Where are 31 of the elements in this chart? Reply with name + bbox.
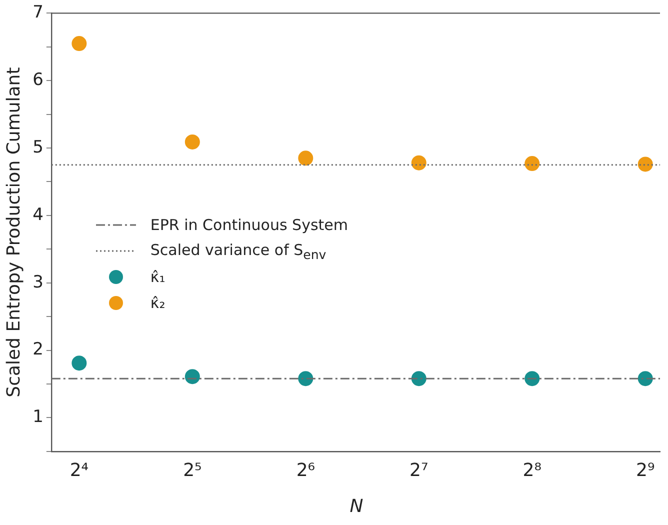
point — [72, 356, 87, 371]
point — [411, 371, 426, 386]
point — [72, 36, 87, 52]
point — [524, 371, 540, 386]
legend-label: κ̂₂ — [150, 294, 166, 312]
point — [184, 134, 200, 150]
y-tick-label: 1 — [32, 407, 44, 428]
x-tick-label: 2⁹ — [636, 460, 655, 481]
legend-label: EPR in Continuous System — [150, 216, 348, 234]
legend-label: κ̂₁ — [150, 268, 166, 286]
point — [524, 156, 540, 172]
point — [411, 155, 426, 170]
x-tick-label: 2⁸ — [522, 460, 542, 481]
x-tick-label: 2⁵ — [183, 460, 202, 481]
y-tick-label: 4 — [32, 204, 44, 225]
y-tick-label: 5 — [32, 137, 44, 158]
y-tick-label: 2 — [32, 340, 44, 360]
y-tick-label: 3 — [32, 272, 44, 292]
point — [638, 156, 653, 172]
point — [298, 150, 314, 166]
legend-label: Scaled variance of S$_{env}$ — [150, 240, 326, 262]
x-tick-label: 2⁶ — [296, 460, 315, 481]
x-tick-label: 2⁷ — [410, 460, 428, 481]
point — [298, 371, 314, 386]
y-tick-label: 6 — [32, 70, 44, 90]
point — [638, 371, 653, 386]
y-axis-title: Scaled Entropy Production Cumulant — [3, 67, 24, 398]
x-tick-label: 2⁴ — [70, 460, 89, 481]
x-axis-title: N — [350, 496, 364, 518]
y-tick-label: 7 — [32, 2, 44, 23]
point — [184, 369, 200, 384]
